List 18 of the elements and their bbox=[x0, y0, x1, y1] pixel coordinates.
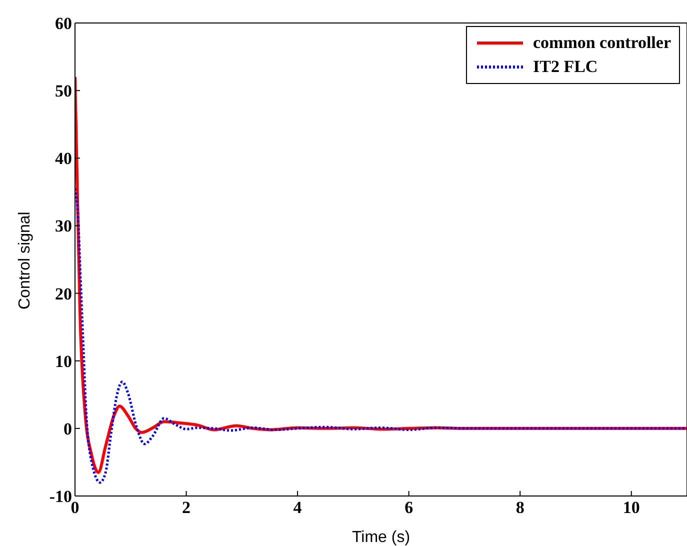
x-tick-label: 8 bbox=[516, 498, 524, 518]
legend-label: common controller bbox=[532, 33, 671, 53]
x-tick-label: 10 bbox=[622, 498, 640, 518]
x-tick-label: 4 bbox=[293, 498, 302, 518]
y-tick-label: 40 bbox=[55, 149, 72, 168]
x-tick-label: 6 bbox=[404, 498, 414, 518]
line-series bbox=[75, 187, 687, 484]
y-tick-label: -10 bbox=[49, 487, 72, 506]
y-tick-label: 0 bbox=[64, 419, 72, 438]
y-tick-label: 50 bbox=[55, 82, 72, 101]
x-tick-label: 2 bbox=[182, 498, 191, 518]
y-axis-title: Control signal bbox=[16, 212, 34, 310]
x-axis-title: Time (s) bbox=[352, 529, 410, 546]
y-tick-label: 60 bbox=[55, 14, 72, 34]
legend-label: IT2 FLC bbox=[532, 57, 598, 77]
y-tick-label: 30 bbox=[55, 216, 72, 236]
y-tick-label: 20 bbox=[55, 284, 72, 304]
y-tick-label: 10 bbox=[55, 352, 72, 371]
